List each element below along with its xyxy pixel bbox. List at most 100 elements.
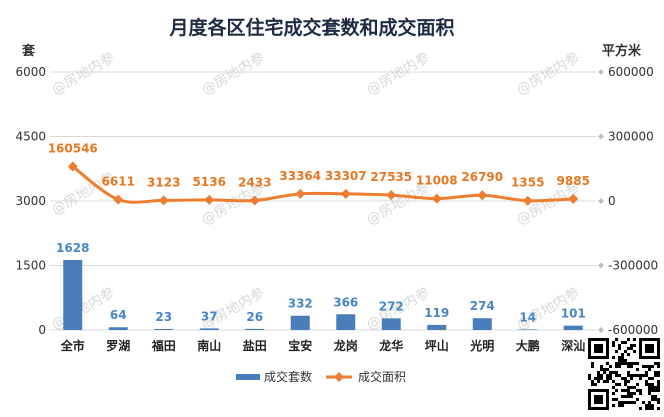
qr-module xyxy=(654,395,657,398)
qr-module xyxy=(651,383,654,386)
left-tick-3: 4500 xyxy=(15,130,46,144)
qr-module xyxy=(657,365,660,368)
qr-code-icon xyxy=(588,338,660,410)
qr-module xyxy=(615,350,618,353)
bar-label-9: 274 xyxy=(470,299,495,313)
qr-module xyxy=(606,362,609,365)
right-tick-0: -600000 xyxy=(608,323,658,337)
qr-module xyxy=(612,404,615,407)
qr-module xyxy=(633,362,636,365)
qr-module xyxy=(630,362,633,365)
qr-module xyxy=(639,407,642,410)
qr-module xyxy=(639,392,642,395)
bar-0 xyxy=(63,259,83,330)
qr-module xyxy=(648,404,651,407)
qr-module xyxy=(597,374,600,377)
qr-module xyxy=(624,377,627,380)
qr-module xyxy=(657,383,660,386)
qr-module xyxy=(657,407,660,410)
chart-title: 月度各区住宅成交套数和成交面积 xyxy=(168,16,454,39)
qr-module xyxy=(615,389,618,392)
qr-module xyxy=(645,380,648,383)
qr-module xyxy=(615,362,618,365)
line-label-1: 6611 xyxy=(102,175,135,189)
bar-label-5: 332 xyxy=(288,297,313,311)
qr-module xyxy=(627,374,630,377)
qr-module xyxy=(597,377,600,380)
qr-module xyxy=(606,374,609,377)
qr-module xyxy=(627,386,630,389)
category-label-9: 光明 xyxy=(469,338,494,353)
category-label-6: 龙岗 xyxy=(334,338,358,353)
qr-module xyxy=(651,377,654,380)
qr-module xyxy=(609,371,612,374)
qr-module xyxy=(615,338,618,341)
qr-module xyxy=(624,350,627,353)
watermark-0: @房地内参 xyxy=(49,49,118,99)
right-tick-2: 0 xyxy=(608,194,616,208)
qr-module xyxy=(642,365,645,368)
qr-module xyxy=(594,377,597,380)
line-point-4 xyxy=(249,195,260,206)
qr-module xyxy=(603,380,606,383)
qr-module xyxy=(648,365,651,368)
qr-module xyxy=(645,407,648,410)
bar-label-6: 366 xyxy=(333,295,358,309)
right-axis-marker-1 xyxy=(598,262,604,269)
category-labels: 全市 罗湖 福田 南山 盐田 宝安 龙岗 龙华 坪山 光明 大鹏 深汕 xyxy=(60,338,586,353)
qr-module xyxy=(630,365,633,368)
watermark-group: @房地内参 @房地内参 @房地内参 @房地内参@房地内参 @房地内参 @房地内参 @房地内参… xyxy=(49,49,583,334)
qr-module xyxy=(621,356,624,359)
qr-module xyxy=(654,389,657,392)
legend-bar-swatch xyxy=(236,374,260,380)
line-point-9 xyxy=(477,190,488,201)
qr-module xyxy=(600,365,603,368)
line-point-10 xyxy=(522,195,533,206)
qr-module xyxy=(657,362,660,365)
qr-module xyxy=(597,380,600,383)
bar-8 xyxy=(427,324,447,330)
qr-module xyxy=(648,377,651,380)
qr-module xyxy=(621,377,624,380)
qr-module xyxy=(624,362,627,365)
category-label-3: 南山 xyxy=(197,338,221,353)
qr-module xyxy=(609,377,612,380)
qr-module xyxy=(600,368,603,371)
qr-module xyxy=(624,380,627,383)
qr-module xyxy=(627,401,630,404)
bar-10 xyxy=(518,329,538,330)
line-label-11: 9885 xyxy=(557,174,590,188)
left-axis-unit: 套 xyxy=(21,43,36,59)
legend-bar-label: 成交套数 xyxy=(264,369,312,384)
watermark-1: @房地内参 xyxy=(199,49,268,99)
line-label-9: 26790 xyxy=(461,170,503,184)
qr-module xyxy=(618,359,621,362)
qr-module xyxy=(618,347,621,350)
legend-line-marker xyxy=(334,372,344,382)
left-tick-4: 6000 xyxy=(15,65,46,79)
bar-label-2: 23 xyxy=(155,310,172,324)
qr-module xyxy=(651,365,654,368)
qr-module xyxy=(630,392,633,395)
qr-module xyxy=(627,395,630,398)
right-tick-4: 600000 xyxy=(608,65,654,79)
category-label-0: 全市 xyxy=(60,338,85,353)
qr-module xyxy=(645,374,648,377)
qr-module xyxy=(588,377,591,380)
qr-module xyxy=(633,374,636,377)
qr-module xyxy=(645,404,648,407)
qr-module xyxy=(615,383,618,386)
category-label-5: 宝安 xyxy=(288,338,312,353)
bar-label-3: 37 xyxy=(201,309,218,323)
qr-module xyxy=(639,377,642,380)
qr-module xyxy=(618,374,621,377)
qr-module xyxy=(627,338,630,341)
qr-module xyxy=(657,371,660,374)
qr-module xyxy=(621,341,624,344)
qr-module xyxy=(657,398,660,401)
qr-module xyxy=(600,374,603,377)
qr-module xyxy=(636,383,639,386)
qr-module xyxy=(648,392,651,395)
left-tick-1: 1500 xyxy=(15,259,46,273)
qr-module xyxy=(639,374,642,377)
